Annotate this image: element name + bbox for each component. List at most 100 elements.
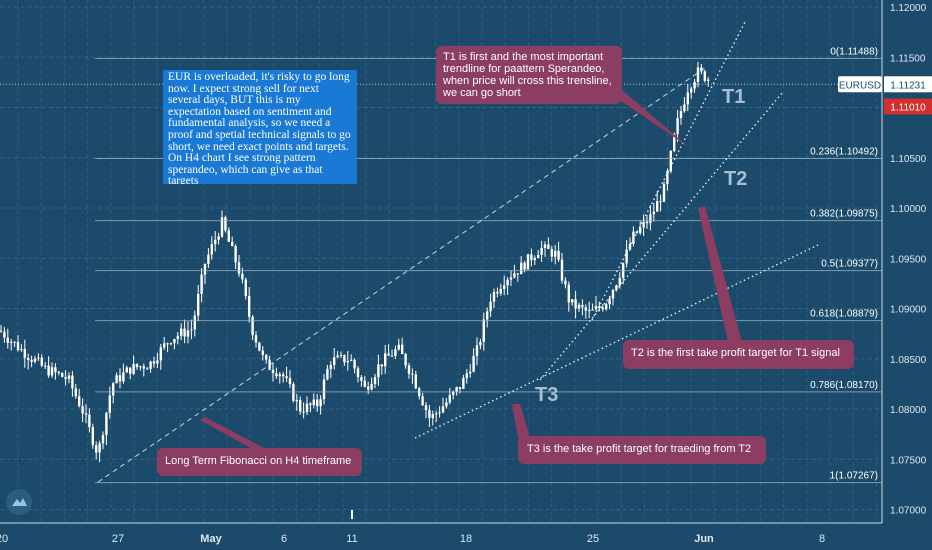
candle-body [581, 304, 584, 308]
candle-body [224, 217, 227, 231]
candle-body [574, 299, 577, 309]
candle-body [44, 365, 47, 367]
candle-body [248, 296, 251, 317]
candle-body [696, 67, 700, 83]
candle-body [84, 413, 88, 415]
candle-body [258, 342, 261, 351]
x-tick-label: 25 [587, 533, 599, 545]
candle-body [635, 231, 638, 233]
candle-body [489, 301, 492, 312]
candle-body [346, 360, 349, 363]
candle-body [23, 349, 26, 358]
t2-callout[interactable]: T2 is the first take profit target for T… [623, 340, 854, 369]
candle-body [285, 376, 288, 379]
callout-pointer [512, 404, 530, 438]
candle-body [506, 279, 509, 286]
candle-body [353, 359, 356, 369]
tradingview-logo-icon[interactable] [6, 489, 32, 515]
candle-body [703, 71, 706, 81]
candle-body [441, 406, 445, 413]
candle-body [431, 414, 434, 419]
candle-body [336, 355, 339, 358]
candle-body [197, 293, 200, 316]
candle-body [88, 414, 91, 427]
candle-body [132, 363, 135, 374]
candle-body [642, 221, 645, 228]
candle-body [530, 254, 533, 261]
candle-body [533, 258, 536, 261]
fib-level-label: 0.618(1.08879) [810, 309, 878, 320]
candle-body [662, 184, 666, 202]
candle-body [47, 365, 50, 376]
fibonacci-callout[interactable]: Long Term Fibonacci on H4 timeframe [157, 448, 362, 476]
candle-body [564, 280, 567, 285]
candle-body [608, 298, 611, 305]
candle-body [251, 316, 254, 336]
candle-body [421, 396, 424, 406]
candle-body [679, 111, 683, 119]
candle-body [309, 403, 312, 406]
candle-body [628, 243, 632, 250]
candle-body [598, 306, 601, 308]
candle-body [625, 249, 628, 264]
candle-body [428, 410, 431, 419]
candle-body [207, 254, 210, 264]
candle-body [0, 330, 3, 332]
x-tick-label: May [200, 533, 222, 545]
y-tick-label: 1.09000 [890, 305, 927, 316]
candle-body [33, 358, 37, 362]
candle-body [234, 246, 237, 263]
y-tick-label: 1.07000 [890, 506, 927, 517]
candle-body [152, 361, 156, 364]
symbol-tag [838, 76, 882, 93]
callout-pointer [200, 417, 268, 450]
candle-body [686, 92, 689, 105]
candle-body [220, 217, 224, 237]
fib-level-label: 0.382(1.09875) [810, 209, 878, 220]
candle-body [193, 315, 196, 330]
candle-body [190, 329, 193, 331]
symbol-label: EURUSD [839, 80, 881, 91]
candle-body [265, 354, 268, 360]
callout-pointer [698, 206, 742, 342]
candle-body [57, 372, 60, 374]
t1-callout[interactable]: T1 is first and the most important trend… [436, 46, 622, 104]
candle-body [605, 304, 608, 310]
candle-body [50, 367, 54, 376]
candle-body [305, 403, 309, 413]
candle-body [271, 369, 275, 373]
fib-level-label: 1(1.07267) [830, 471, 878, 482]
candle-body [217, 236, 220, 240]
candle-body [700, 67, 703, 72]
candle-body [445, 402, 448, 407]
candle-body [503, 285, 506, 289]
candle-body [571, 299, 574, 303]
candle-body [513, 273, 516, 278]
y-tick-label: 1.09500 [890, 254, 927, 265]
candle-body [404, 354, 407, 366]
candle-body [673, 133, 676, 152]
candle-body [486, 311, 489, 320]
candle-body [618, 278, 621, 286]
y-tick-label: 1.10000 [890, 204, 927, 215]
candle-body [540, 247, 543, 255]
candle-body [438, 412, 441, 414]
last-price-label: 1.11231 [890, 80, 926, 91]
candle-body [241, 273, 244, 280]
candle-body [516, 273, 519, 275]
x-tick-label: Jun [694, 533, 714, 545]
candle-body [537, 254, 540, 259]
candle-body [632, 231, 635, 244]
candle-body [105, 412, 108, 436]
candle-body [351, 510, 353, 519]
analysis-note[interactable]: EUR is overloaded, it's risky to go long… [163, 70, 357, 184]
candle-body [71, 375, 74, 389]
candle-body [550, 249, 553, 257]
trendline-label-t3: T3 [535, 384, 559, 406]
candle-body [282, 374, 285, 377]
candle-body [261, 350, 264, 355]
candle-body [302, 411, 305, 413]
t3-callout[interactable]: T3 is the take profit target for traedin… [518, 436, 766, 464]
candle-body [401, 344, 404, 355]
candle-body [30, 359, 33, 362]
